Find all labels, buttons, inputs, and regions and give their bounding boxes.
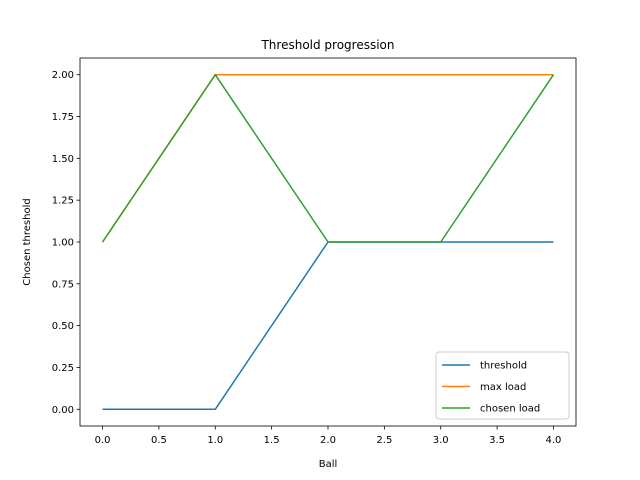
- y-tick-label: 1.50: [52, 154, 74, 165]
- x-tick-label: 1.5: [264, 435, 280, 446]
- y-axis-ticks: 0.00 0.25 0.50 0.75 1.00 1.25 1.50 1.75 2.00: [52, 70, 80, 416]
- chart-title: Threshold progression: [260, 38, 394, 52]
- y-tick-label: 0.75: [52, 279, 74, 290]
- legend-label-2: chosen load: [480, 404, 540, 415]
- y-axis-label: Chosen threshold: [22, 198, 33, 285]
- x-tick-label: 2.0: [320, 435, 336, 446]
- x-tick-label: 3.5: [489, 435, 505, 446]
- x-tick-label: 0.5: [151, 435, 167, 446]
- legend-label-1: max load: [480, 382, 526, 393]
- y-tick-label: 0.25: [52, 363, 74, 374]
- x-axis-label: Ball: [319, 459, 338, 470]
- y-tick-label: 1.00: [52, 238, 74, 249]
- x-tick-label: 1.0: [207, 435, 223, 446]
- x-tick-label: 4.0: [546, 435, 562, 446]
- y-tick-label: 0.50: [52, 321, 74, 332]
- series-line-2: [101, 73, 555, 243]
- plot-frame: [79, 57, 577, 427]
- plot-area: [101, 73, 555, 411]
- x-tick-label: 2.5: [376, 435, 392, 446]
- legend: threshold max load chosen load: [435, 351, 570, 420]
- y-tick-label: 1.75: [52, 112, 74, 123]
- legend-box: [435, 351, 570, 420]
- series-line-1: [101, 73, 554, 243]
- x-tick-label: 3.0: [433, 435, 449, 446]
- x-tick-label: 0.0: [95, 435, 111, 446]
- legend-label-0: threshold: [480, 361, 527, 372]
- x-axis-ticks: 0.0 0.5 1.0 1.5 2.0 2.5 3.0 3.5 4.0: [95, 426, 562, 446]
- y-tick-label: 0.00: [52, 405, 74, 416]
- y-tick-label: 2.00: [52, 70, 74, 81]
- y-tick-label: 1.25: [52, 196, 74, 207]
